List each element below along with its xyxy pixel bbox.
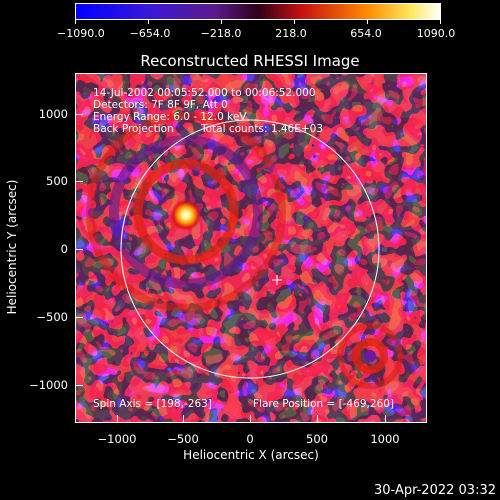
detectors-text: Detectors: 7F 8F 9F, Att 0 <box>93 99 228 111</box>
ring-structure <box>133 159 239 265</box>
y-tick <box>75 181 83 182</box>
y-tick-label: 1000 <box>38 107 68 121</box>
method-text: Back Projection <box>93 123 174 135</box>
energy-range-text: Energy Range: 6.0 - 12.0 keV <box>93 111 247 123</box>
x-tick-label: 1000 <box>370 432 400 446</box>
colorbar-tick <box>367 20 368 24</box>
x-tick <box>183 415 184 423</box>
colorbar <box>75 3 441 20</box>
colorbar-label: 654.0 <box>350 27 382 40</box>
colorbar-tick <box>221 20 222 24</box>
y-tick <box>75 385 83 386</box>
colorbar-label: −654.0 <box>129 27 171 40</box>
spin-axis-text: Spin Axis = [198,-263] <box>93 398 212 410</box>
colorbar-label: −218.0 <box>200 27 242 40</box>
y-tick-label: 500 <box>46 174 68 188</box>
colorbar-tick <box>75 20 76 24</box>
ring-structure <box>109 135 263 289</box>
flare-source <box>170 199 202 231</box>
ring-structure <box>337 323 403 389</box>
image-canvas <box>76 74 426 422</box>
time-range-text: 14-Jul-2002 00:05:52.000 to 00:06:52.000 <box>93 87 316 99</box>
x-tick <box>385 415 386 423</box>
total-counts-text: Total counts: 1.46E+03 <box>201 123 324 135</box>
x-tick <box>117 415 118 423</box>
x-tick <box>250 415 251 423</box>
solar-limb-circle <box>120 119 380 379</box>
plus-icon <box>272 275 282 285</box>
x-tick <box>317 415 318 423</box>
y-tick-label: −1000 <box>29 378 68 392</box>
plot-title: Reconstructed RHESSI Image <box>140 52 360 70</box>
x-axis-label: Heliocentric X (arcsec) <box>183 448 319 462</box>
colorbar-tick <box>148 20 149 24</box>
colorbar-label: 218.0 <box>275 27 307 40</box>
y-tick-label: 0 <box>60 242 68 256</box>
ring-structure <box>86 112 286 312</box>
y-axis-label: Heliocentric Y (arcsec) <box>5 179 19 315</box>
colorbar-label: 1090.0 <box>416 27 456 40</box>
x-tick-label: 500 <box>306 432 328 446</box>
y-tick <box>75 114 83 115</box>
y-tick <box>75 249 83 250</box>
ring-structure <box>352 338 388 374</box>
x-tick-label: −1000 <box>97 432 137 446</box>
timestamp-footer: 30-Apr-2022 03:32 <box>374 483 496 498</box>
ring-core <box>364 350 376 362</box>
flare-position-text: Flare Position = [-469,260] <box>253 398 395 410</box>
colorbar-tick <box>440 20 441 24</box>
colorbar-gradient <box>76 4 440 19</box>
colorbar-tick <box>294 20 295 24</box>
y-tick-label: −500 <box>36 310 68 324</box>
rhessi-image <box>75 73 427 423</box>
y-tick <box>75 317 83 318</box>
x-tick-label: −500 <box>167 432 199 446</box>
colorbar-label: −1090.0 <box>57 27 105 40</box>
x-tick-label: 0 <box>246 432 254 446</box>
